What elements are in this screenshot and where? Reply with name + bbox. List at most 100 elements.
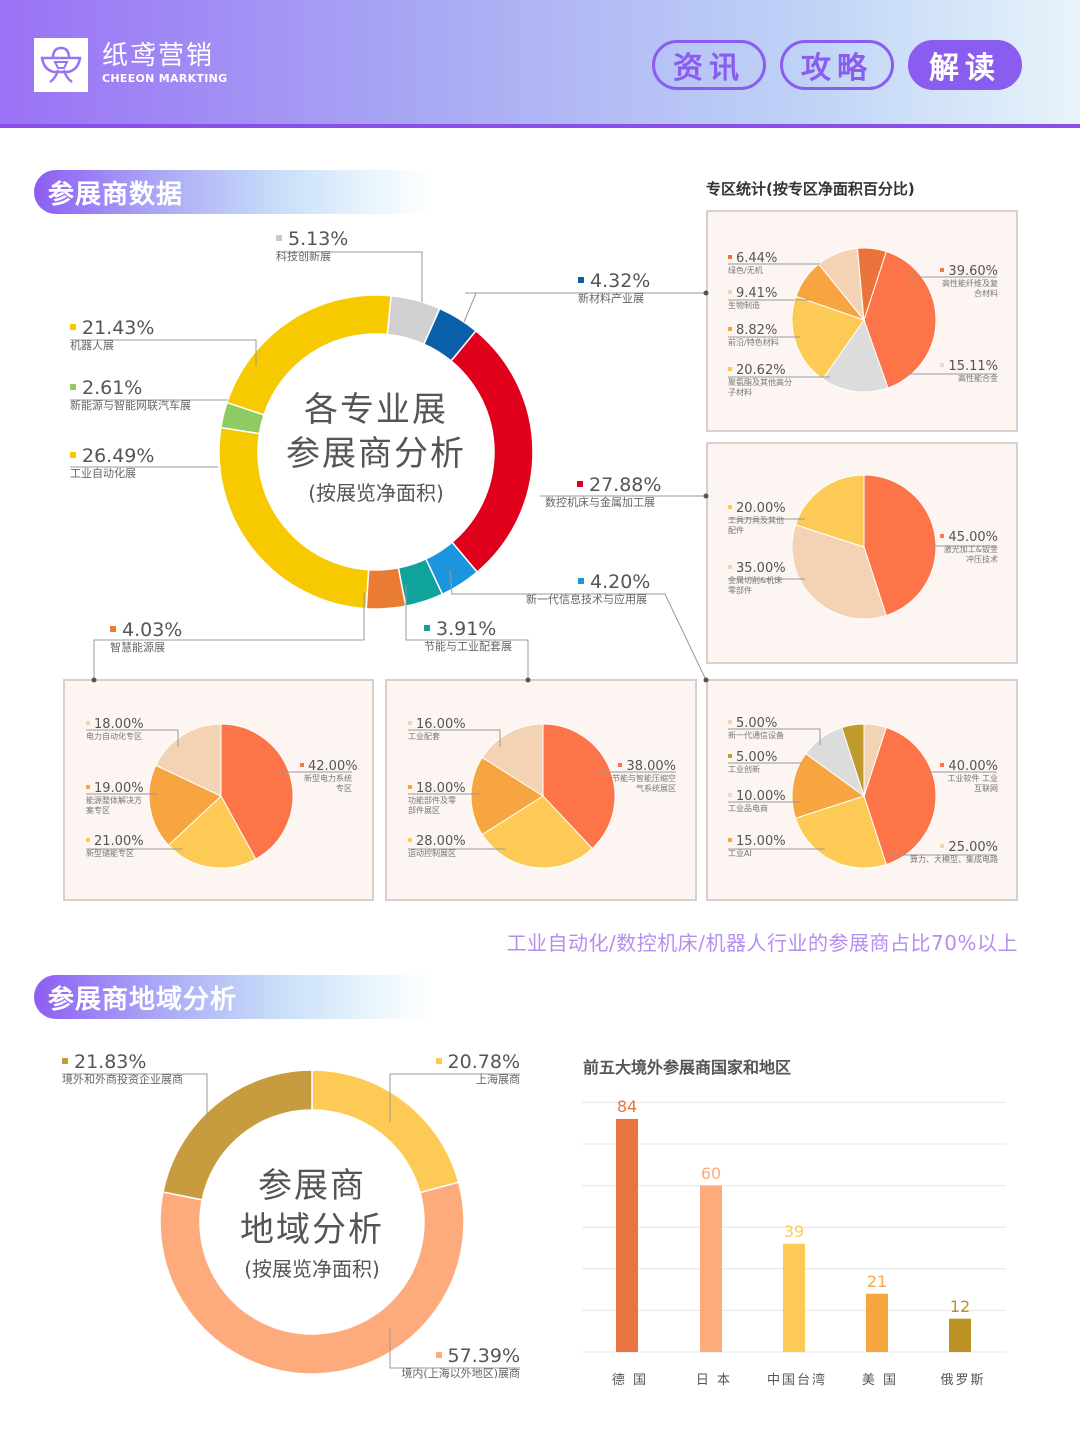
p5-label-telecom: 5.00% 新一代通信设备 xyxy=(728,716,784,740)
nav-news-button[interactable]: 资讯 xyxy=(652,40,766,90)
bar-2 xyxy=(783,1243,805,1352)
pie-cnc-metal xyxy=(791,474,937,620)
connector-dot xyxy=(703,677,709,683)
brand-name: 纸鸢营销 CHEEON MARKTING xyxy=(102,42,227,85)
brand-name-cn: 纸鸢营销 xyxy=(102,41,215,71)
center-line-1: 各专业展 xyxy=(304,390,448,430)
slice-8 xyxy=(226,294,392,416)
bar-1 xyxy=(700,1185,722,1352)
section-title-region-analysis: 参展商地域分析 xyxy=(34,975,434,1019)
slice-0 xyxy=(542,723,616,850)
leader-line xyxy=(86,729,179,747)
label-next-gen-it: 4.20% 新一代信息技术与应用展 xyxy=(526,571,651,606)
slice-1 xyxy=(794,795,887,869)
region-center-line-2: 地域分析 xyxy=(240,1210,384,1250)
p4-label-components: 18.00% 功能部件及零部件展区 xyxy=(408,781,466,815)
label-smart-energy: 4.03% 智慧能源展 xyxy=(110,619,183,654)
p3-label-solutions: 19.00% 能源整体解决方案专区 xyxy=(86,781,144,815)
center-line-2: 参展商分析 xyxy=(286,434,466,474)
brand-logo-icon xyxy=(34,38,88,92)
brand-name-en: CHEEON MARKTING xyxy=(102,72,228,85)
slice-5 xyxy=(863,723,887,797)
leader-line xyxy=(408,729,501,747)
p5-label-software: 40.00% 工业软件 工业互联网 xyxy=(940,759,998,794)
pie-energy-saving xyxy=(470,723,616,869)
bar-4 xyxy=(949,1318,971,1352)
p3-label-storage: 21.00% 新型储能专区 xyxy=(86,834,144,858)
leader-line xyxy=(389,1073,520,1122)
main-donut-center-title: 各专业展 参展商分析 (按展览净面积) xyxy=(276,388,476,506)
label-nev-connected: 2.61% 新能源与智能网联汽车展 xyxy=(70,377,191,412)
p5-label-ai: 15.00% 工业AI xyxy=(728,834,786,858)
leader-line xyxy=(62,1073,208,1122)
slice-2 xyxy=(470,756,544,836)
bar-value-taiwan: 39 xyxy=(783,1221,805,1241)
bar-3 xyxy=(866,1293,888,1352)
slice-5 xyxy=(365,566,407,610)
region-center-line-1: 参展商 xyxy=(258,1166,366,1206)
p1-label-fiber: 39.60% 高性能纤维及复合材料 xyxy=(940,264,998,298)
leader-line xyxy=(463,292,590,323)
p2-label-tools: 20.00% 工具刀具及其他配件 xyxy=(728,501,786,535)
slice-2 xyxy=(791,295,865,380)
label-shanghai-exhibitors: 20.78% 上海展商 xyxy=(400,1051,520,1087)
slice-0 xyxy=(863,474,937,617)
bar-chart-title: 前五大境外参展商国家和地区 xyxy=(583,1058,792,1077)
leader-line xyxy=(93,592,365,680)
center-line-3: (按展览净面积) xyxy=(308,481,444,505)
p5-label-compute: 25.00% 算力、大模型、集成电路 xyxy=(910,840,998,864)
key-insight-text: 工业自动化/数控机床/机器人行业的参展商占比70%以上 xyxy=(506,931,1018,955)
p4-label-compressed-air: 38.00% 节能与智能压缩空气系统展区 xyxy=(612,759,676,793)
leader-line xyxy=(70,339,257,366)
slice-2 xyxy=(162,1069,313,1201)
nav-analysis-button[interactable]: 解读 xyxy=(908,40,1022,90)
leader-line xyxy=(276,251,423,302)
slice-1 xyxy=(791,524,887,620)
p1-label-frontier: 8.82% 前沿/特色材料 xyxy=(728,323,779,347)
p5-label-ecommerce: 10.00% 工业品电商 xyxy=(728,789,786,813)
slice-3 xyxy=(481,723,544,797)
bar-value-japan: 60 xyxy=(700,1163,722,1183)
bar-category-russia: 俄罗斯 xyxy=(940,1373,986,1388)
slice-0 xyxy=(220,723,294,860)
bar-category-usa: 美 国 xyxy=(861,1373,899,1388)
label-foreign-exhibitors: 21.83% 境外和外商投资企业展商 xyxy=(62,1051,183,1086)
connector-dot xyxy=(525,677,531,683)
label-cnc-metal: 27.88% 数控机床与金属加工展 xyxy=(545,474,662,509)
leader-line xyxy=(405,585,529,680)
slice-1 xyxy=(481,795,593,869)
connector-dot xyxy=(703,493,709,499)
slice-1 xyxy=(167,795,257,869)
leader-line xyxy=(389,1328,520,1369)
slice-5 xyxy=(856,247,887,321)
label-tech-innovation: 5.13% 科技创新展 xyxy=(276,228,349,263)
bar-value-russia: 12 xyxy=(949,1296,971,1316)
leader-line xyxy=(449,569,707,681)
main-donut-chart xyxy=(218,294,534,610)
p1-label-green: 6.44% 绿色/无机 xyxy=(728,251,778,275)
p3-label-power-auto: 18.00% 电力自动化专区 xyxy=(86,717,144,741)
slice-0 xyxy=(863,250,937,389)
bar-category-taiwan: 中国台湾 xyxy=(766,1373,827,1388)
region-donut-center-title: 参展商 地域分析 (按展览净面积) xyxy=(212,1164,412,1282)
header-banner: 纸鸢营销 CHEEON MARKTING 资讯 攻略 解读 xyxy=(0,0,1080,128)
label-robotics: 21.43% 机器人展 xyxy=(70,317,155,352)
bar-0 xyxy=(616,1118,638,1352)
pie-new-materials xyxy=(791,247,937,393)
slice-3 xyxy=(155,723,222,797)
leader-line xyxy=(728,728,821,745)
pie-it-applications xyxy=(791,723,937,869)
slice-1 xyxy=(159,1181,465,1375)
p1-label-bio: 9.41% 生物制造 xyxy=(728,286,778,310)
connector-dot xyxy=(703,290,709,296)
p4-label-motion: 28.00% 运动控制展区 xyxy=(408,834,466,858)
nav-guide-button[interactable]: 攻略 xyxy=(780,40,894,90)
pie-smart-energy xyxy=(148,723,294,869)
region-center-line-3: (按展览净面积) xyxy=(244,1257,380,1281)
slice-2 xyxy=(148,764,222,846)
p1-label-polymer: 20.62% 聚氨酯及其他高分子材料 xyxy=(728,363,792,397)
connector-dot xyxy=(91,677,97,683)
p5-label-innovation: 5.00% 工业创新 xyxy=(728,750,778,774)
p1-label-alloy: 15.11% 高性能合金 xyxy=(940,359,998,384)
